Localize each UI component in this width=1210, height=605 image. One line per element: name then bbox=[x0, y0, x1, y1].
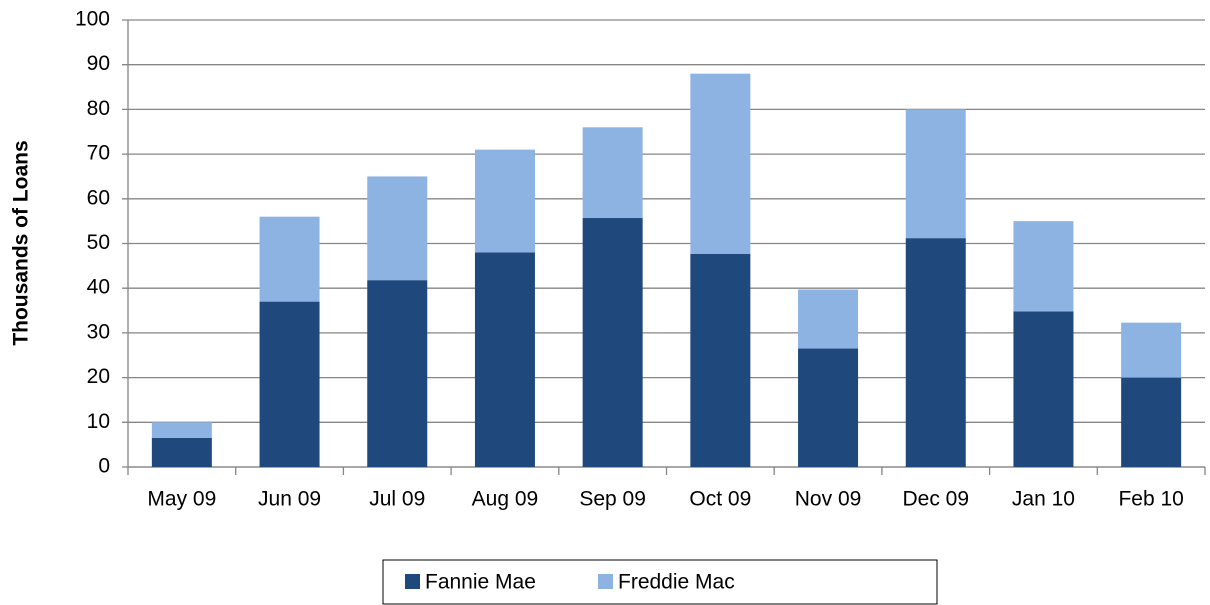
bar-segment bbox=[259, 216, 320, 302]
bar-segment bbox=[367, 176, 428, 281]
y-tick-label: 10 bbox=[87, 410, 110, 433]
legend-swatch bbox=[598, 574, 613, 589]
bar-segment bbox=[367, 280, 428, 467]
x-tick-label: Nov 09 bbox=[795, 488, 862, 511]
bar-segment bbox=[151, 422, 212, 438]
bar-segment bbox=[905, 109, 966, 239]
bar-segment bbox=[582, 127, 643, 219]
x-tick-label: Aug 09 bbox=[472, 488, 539, 511]
bar-segment bbox=[798, 289, 859, 349]
x-tick-label: Jul 09 bbox=[369, 488, 425, 511]
bar-segment bbox=[690, 73, 751, 254]
x-tick-label: Sep 09 bbox=[579, 488, 646, 511]
y-tick-label: 30 bbox=[87, 320, 110, 343]
y-tick-label: 40 bbox=[87, 276, 110, 299]
x-tick-label: Jan 10 bbox=[1012, 488, 1075, 511]
x-tick-label: Feb 10 bbox=[1118, 488, 1183, 511]
bar-segment bbox=[151, 437, 212, 467]
y-tick-label: 70 bbox=[87, 142, 110, 165]
bar-segment bbox=[259, 301, 320, 467]
y-tick-label: 60 bbox=[87, 186, 110, 209]
bar-segment bbox=[905, 238, 966, 467]
x-tick-label: Jun 09 bbox=[258, 488, 321, 511]
y-axis-label: Thousands of Loans bbox=[10, 140, 33, 345]
y-tick-label: 80 bbox=[87, 97, 110, 120]
x-tick-label: May 09 bbox=[147, 488, 216, 511]
bar-segment bbox=[1121, 322, 1182, 378]
bar-segment bbox=[474, 252, 535, 467]
bar-segment bbox=[1121, 377, 1182, 467]
bar-segment bbox=[1013, 311, 1074, 467]
bar-segment bbox=[798, 348, 859, 467]
legend-swatch bbox=[405, 574, 420, 589]
bar-segment bbox=[1013, 221, 1074, 312]
y-tick-label: 100 bbox=[75, 8, 110, 31]
legend-label: Fannie Mae bbox=[425, 571, 536, 594]
x-tick-label: Oct 09 bbox=[689, 488, 751, 511]
y-tick-label: 0 bbox=[98, 455, 110, 478]
bar-segment bbox=[690, 253, 751, 467]
legend-label: Freddie Mac bbox=[618, 571, 735, 594]
y-tick-label: 20 bbox=[87, 365, 110, 388]
x-tick-label: Dec 09 bbox=[902, 488, 969, 511]
legend-box bbox=[382, 559, 938, 605]
bar-segment bbox=[582, 218, 643, 467]
y-tick-label: 50 bbox=[87, 231, 110, 254]
bar-segment bbox=[474, 149, 535, 253]
y-tick-label: 90 bbox=[87, 52, 110, 75]
